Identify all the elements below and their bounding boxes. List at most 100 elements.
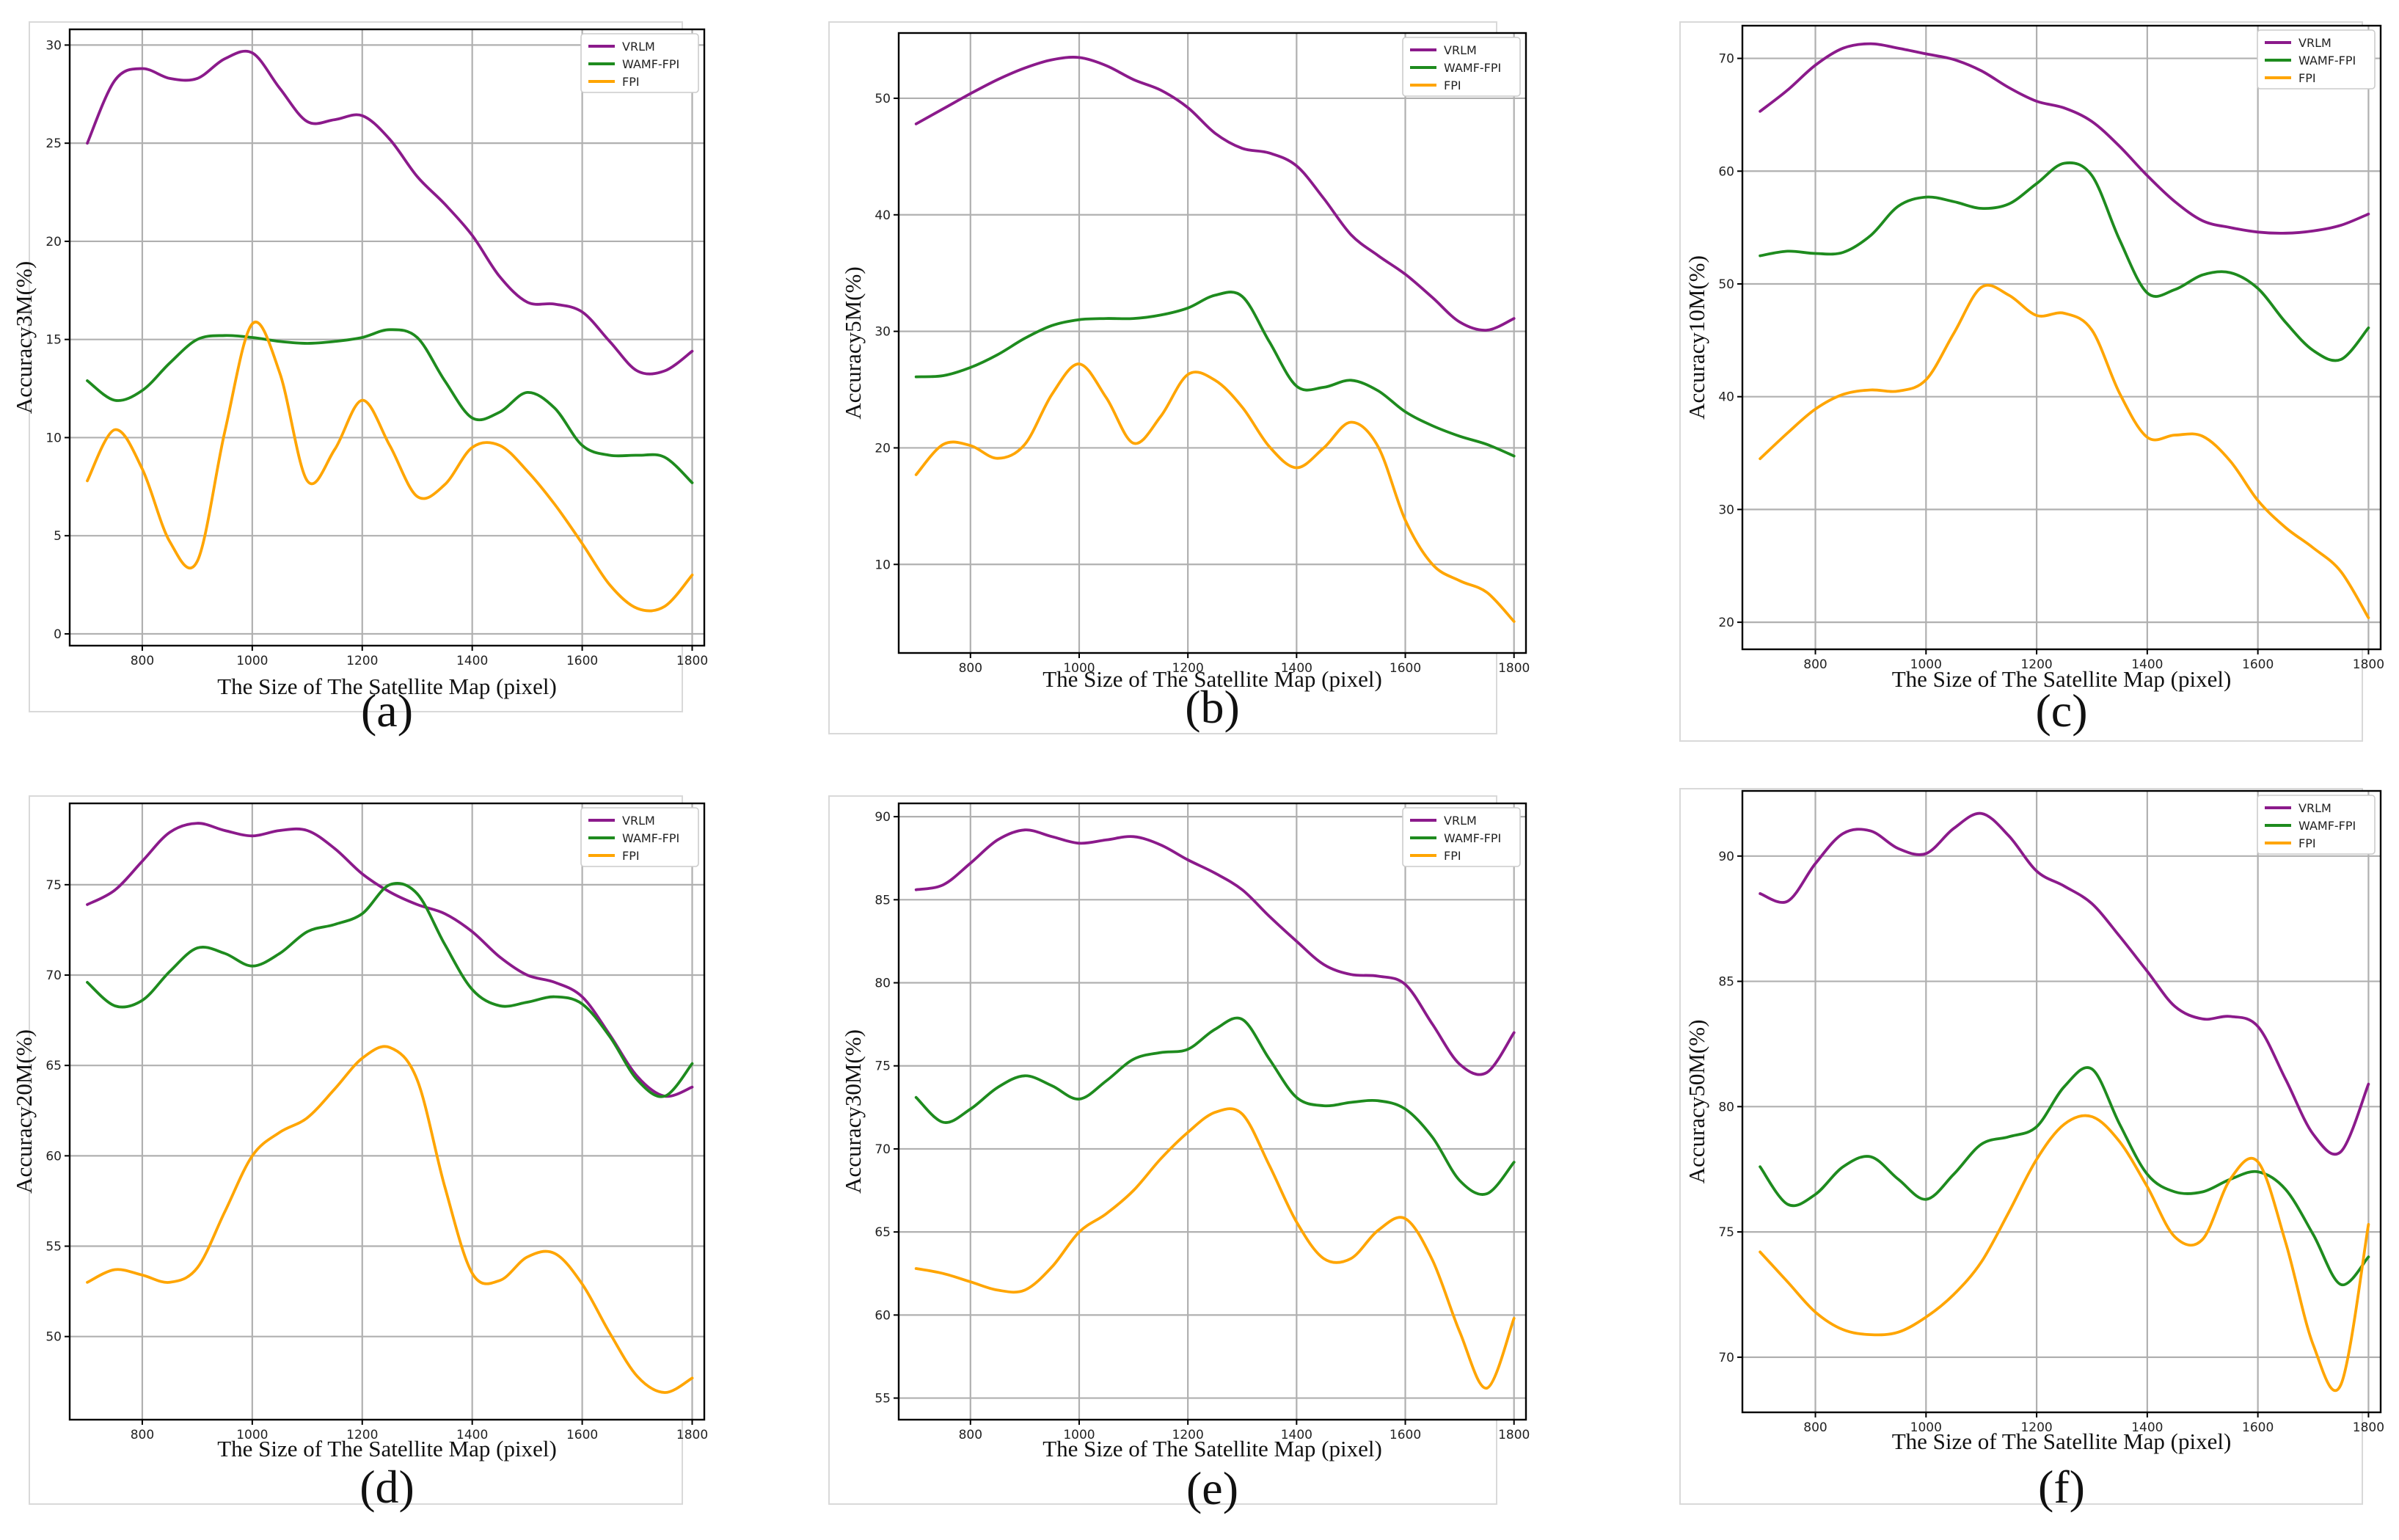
x-tick-label: 1000 <box>1910 1420 1942 1435</box>
x-tick-label: 800 <box>959 1428 982 1442</box>
plot-area <box>899 33 1526 653</box>
x-axis-label: The Size of The Satellite Map (pixel) <box>1892 666 2232 692</box>
axes-frame <box>1741 789 2382 1414</box>
x-axis-label: The Size of The Satellite Map (pixel) <box>1892 1428 2232 1454</box>
y-axis-label: Accuracy20M(%) <box>11 1029 37 1194</box>
legend: VRLM WAMF-FPI FPI <box>580 807 699 867</box>
legend-label-wamf-fpi: WAMF-FPI <box>1444 61 1501 75</box>
x-axis-label: The Size of The Satellite Map (pixel) <box>1043 1436 1382 1461</box>
series-line-vrlm <box>86 822 694 1098</box>
y-tick-label: 50 <box>45 1330 62 1345</box>
x-tick-label: 1600 <box>2242 657 2274 672</box>
y-tick-label: 30 <box>1718 503 1734 517</box>
x-tick-label: 1200 <box>346 1428 378 1442</box>
series-line-fpi <box>1759 1114 2370 1393</box>
y-tick-label: 30 <box>45 38 62 53</box>
legend-label-vrlm: VRLM <box>2298 801 2332 815</box>
series-line-wamf-fpi <box>86 882 694 1098</box>
panel-label-c: (c) <box>2035 685 2087 737</box>
plot-area <box>70 803 704 1420</box>
series-line-vrlm <box>914 56 1516 332</box>
series-line-vrlm <box>1759 811 2370 1156</box>
x-tick-label: 1400 <box>1281 1428 1312 1442</box>
axes-frame <box>68 802 706 1421</box>
y-tick-label: 20 <box>1718 616 1734 630</box>
legend: VRLM WAMF-FPI FPI <box>1402 807 1521 867</box>
x-tick-label: 1200 <box>2020 657 2052 672</box>
y-tick-label: 30 <box>874 325 891 340</box>
legend-label-fpi: FPI <box>622 75 640 89</box>
y-tick-label: 65 <box>874 1225 891 1240</box>
y-tick-label: 60 <box>45 1149 62 1164</box>
legend-label-wamf-fpi: WAMF-FPI <box>622 831 679 845</box>
legend-label-fpi: FPI <box>2298 836 2316 850</box>
legend: VRLM WAMF-FPI FPI <box>2257 795 2376 855</box>
y-tick-label: 55 <box>874 1392 891 1406</box>
x-tick-label: 1400 <box>456 1428 488 1442</box>
plot-area <box>70 29 704 646</box>
x-tick-label: 1600 <box>2242 1420 2274 1435</box>
y-axis-label: Accuracy5M(%) <box>840 266 866 419</box>
y-tick-label: 20 <box>874 441 891 456</box>
x-tick-label: 1400 <box>2131 657 2163 672</box>
y-tick-label: 5 <box>54 529 62 544</box>
x-tick-label: 800 <box>1803 1420 1827 1435</box>
x-tick-label: 1200 <box>2020 1420 2052 1435</box>
legend-box <box>1402 807 1521 867</box>
x-tick-label: 1800 <box>1498 1428 1530 1442</box>
y-tick-label: 60 <box>1718 164 1734 179</box>
series-line-wamf-fpi <box>1759 1066 2370 1286</box>
x-tick-label: 1000 <box>236 654 268 668</box>
legend-box <box>2257 29 2376 90</box>
chart-panel-e: 800 1000 1200 1400 1600 1800 55 60 65 70 75 80 85 90 V… <box>828 795 1530 1514</box>
x-tick-label: 1800 <box>676 654 708 668</box>
x-tick-label: 1800 <box>1498 661 1530 676</box>
y-axis-label: Accuracy10M(%) <box>1684 255 1709 420</box>
legend-box <box>580 807 699 867</box>
y-tick-label: 80 <box>1718 1100 1734 1114</box>
y-tick-label: 40 <box>874 208 891 223</box>
legend-label-wamf-fpi: WAMF-FPI <box>622 57 679 71</box>
y-tick-label: 60 <box>874 1308 891 1323</box>
y-tick-label: 70 <box>1718 1351 1734 1365</box>
series-line-wamf-fpi <box>914 291 1516 458</box>
chart-panel-b: 800 1000 1200 1400 1600 1800 10 20 30 40 50 VRLM WAM… <box>828 21 1530 734</box>
series-line-fpi <box>914 362 1516 623</box>
x-tick-label: 1800 <box>676 1428 708 1442</box>
x-tick-label: 1400 <box>456 654 488 668</box>
x-tick-label: 1000 <box>1063 661 1095 676</box>
plot-area <box>1742 26 2381 649</box>
legend-box <box>2257 795 2376 855</box>
y-tick-label: 15 <box>45 333 62 348</box>
x-tick-label: 1600 <box>566 654 598 668</box>
legend-label-fpi: FPI <box>2298 71 2316 85</box>
panel-label-f: (f) <box>2038 1461 2085 1513</box>
x-tick-label: 800 <box>1803 657 1827 672</box>
x-tick-label: 1000 <box>1910 657 1942 672</box>
x-tick-label: 800 <box>131 1428 154 1442</box>
chart-panel-c: 800 1000 1200 1400 1600 1800 20 30 40 50 60 70 VRLM W… <box>1679 21 2384 742</box>
x-tick-label: 1000 <box>1063 1428 1095 1442</box>
y-axis-label: Accuracy50M(%) <box>1684 1020 1709 1184</box>
axes-frame <box>897 802 1527 1421</box>
x-tick-label: 1600 <box>1390 661 1421 676</box>
legend-label-fpi: FPI <box>1444 79 1461 92</box>
chart-panel-a: 800 1000 1200 1400 1600 1800 0 5 10 15 20 25 30 VRLM W… <box>11 21 708 737</box>
legend: VRLM WAMF-FPI FPI <box>2257 29 2376 90</box>
legend-label-wamf-fpi: WAMF-FPI <box>2298 54 2356 67</box>
series-line-fpi <box>1759 283 2370 619</box>
y-tick-label: 50 <box>874 92 891 106</box>
chart-panel-f: 800 1000 1200 1400 1600 1800 70 75 80 85 90 VRLM WAM… <box>1679 788 2384 1513</box>
y-tick-label: 50 <box>1718 277 1734 292</box>
series-line-wamf-fpi <box>86 328 694 484</box>
y-tick-label: 55 <box>45 1240 62 1255</box>
x-tick-label: 1400 <box>2131 1420 2163 1435</box>
y-tick-label: 25 <box>45 136 62 151</box>
x-tick-label: 800 <box>131 654 154 668</box>
y-tick-label: 10 <box>874 558 891 572</box>
legend-label-vrlm: VRLM <box>2298 36 2332 50</box>
axes-frame <box>1741 24 2382 651</box>
series-line-wamf-fpi <box>914 1016 1516 1196</box>
legend-label-wamf-fpi: WAMF-FPI <box>2298 819 2356 833</box>
series-line-fpi <box>914 1107 1516 1390</box>
